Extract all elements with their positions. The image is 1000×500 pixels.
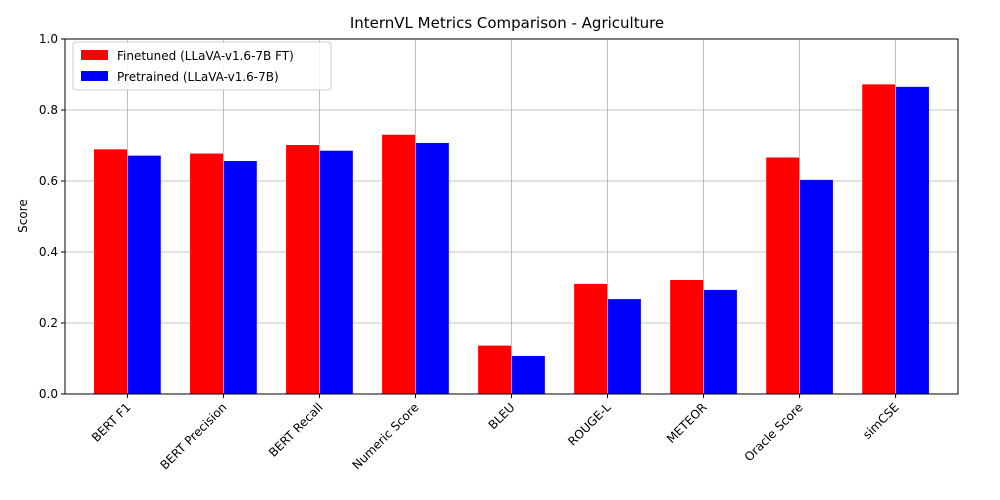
x-tick-label: simCSE — [860, 400, 902, 442]
bar-finetuned-1 — [189, 153, 224, 395]
bar-finetuned-0 — [93, 148, 128, 395]
bar-finetuned-8 — [861, 83, 896, 395]
x-tick-label: BERT Recall — [266, 400, 326, 460]
legend: Finetuned (LLaVA-v1.6-7B FT) Pretrained (… — [72, 41, 332, 91]
bar-pretrained-4 — [511, 355, 546, 395]
bar-pretrained-2 — [319, 150, 354, 395]
x-tick-label: METEOR — [664, 400, 710, 446]
bar-finetuned-6 — [669, 279, 704, 395]
y-tick-label: 0.6 — [39, 174, 58, 188]
y-tick-label: 0.2 — [39, 316, 58, 330]
bar-pretrained-1 — [223, 160, 258, 395]
x-tick-label: ROUGE-L — [565, 400, 614, 449]
legend-swatch — [81, 50, 108, 60]
bar-pretrained-8 — [895, 86, 930, 395]
bar-finetuned-5 — [573, 283, 608, 395]
x-tick-label: BERT Precision — [157, 400, 229, 472]
bar-finetuned-7 — [765, 156, 800, 395]
x-tick-label: Numeric Score — [350, 400, 422, 472]
bar-finetuned-3 — [381, 134, 416, 395]
bar-pretrained-6 — [703, 289, 738, 395]
legend-label: Finetuned (LLaVA-v1.6-7B FT) — [117, 49, 294, 63]
y-tick-label: 0.0 — [39, 387, 58, 401]
bar-finetuned-2 — [285, 144, 320, 395]
legend-label: Pretrained (LLaVA-v1.6-7B) — [117, 70, 279, 84]
y-tick-label: 0.8 — [39, 103, 58, 117]
bar-pretrained-0 — [127, 155, 162, 395]
legend-box — [72, 41, 332, 91]
bar-pretrained-3 — [415, 142, 450, 395]
legend-swatch — [81, 71, 108, 81]
chart-title: InternVL Metrics Comparison - Agricultur… — [350, 14, 664, 32]
y-axis-title: Score — [16, 199, 30, 233]
y-tick-label: 1.0 — [39, 32, 58, 46]
x-tick-label: BERT F1 — [89, 400, 134, 445]
x-tick-label: BLEU — [486, 400, 518, 432]
x-tick-label: Oracle Score — [742, 400, 806, 464]
bar-pretrained-5 — [607, 298, 642, 395]
bar-pretrained-7 — [799, 179, 834, 395]
y-tick-label: 0.4 — [39, 245, 58, 259]
bar-finetuned-4 — [477, 345, 512, 395]
bars — [93, 83, 930, 395]
